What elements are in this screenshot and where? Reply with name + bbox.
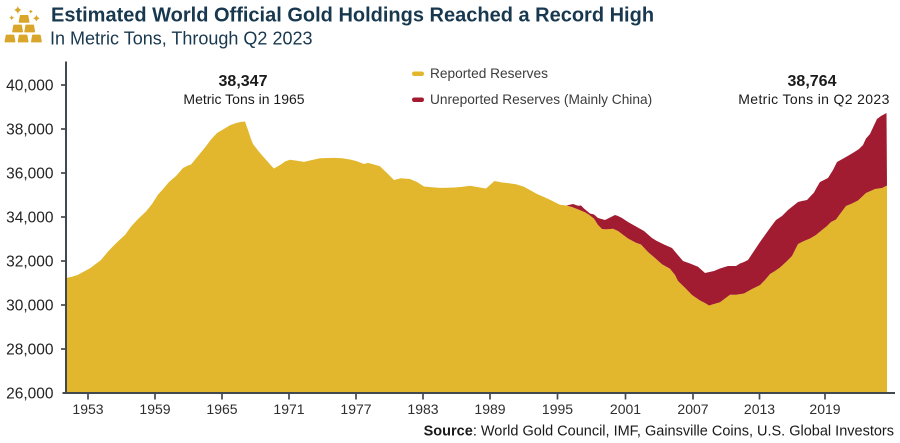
svg-text:1971: 1971 [273,401,304,417]
svg-text:In Metric Tons, Through Q2 202: In Metric Tons, Through Q2 2023 [50,29,313,49]
svg-text:Metric Tons in 1965: Metric Tons in 1965 [183,91,304,107]
svg-text:1977: 1977 [340,401,371,417]
svg-text:38,347: 38,347 [219,73,268,90]
svg-text:1983: 1983 [407,401,438,417]
svg-text:40,000: 40,000 [6,78,54,95]
svg-text:1959: 1959 [139,401,170,417]
svg-text:1965: 1965 [206,401,237,417]
svg-text:Unreported Reserves (Mainly Ch: Unreported Reserves (Mainly China) [430,92,652,107]
svg-text:36,000: 36,000 [6,166,54,183]
svg-text:34,000: 34,000 [6,210,54,227]
svg-text:26,000: 26,000 [6,386,54,403]
svg-text:1989: 1989 [474,401,505,417]
svg-text:32,000: 32,000 [6,254,54,271]
svg-text:1995: 1995 [542,401,573,417]
svg-text:38,764: 38,764 [788,73,837,90]
svg-text:30,000: 30,000 [6,298,54,315]
svg-text:28,000: 28,000 [6,342,54,359]
svg-text:Source: World Gold Council, IM: Source: World Gold Council, IMF, Gainsvi… [424,424,894,440]
svg-text:Estimated World Official Gold: Estimated World Official Gold Holdings R… [51,5,654,27]
svg-text:2019: 2019 [809,401,840,417]
svg-text:38,000: 38,000 [6,122,54,139]
svg-text:2013: 2013 [744,401,775,417]
svg-text:Metric Tons in Q2 2023: Metric Tons in Q2 2023 [738,91,889,107]
svg-text:2007: 2007 [677,401,708,417]
svg-text:1953: 1953 [72,401,103,417]
svg-text:Reported Reserves: Reported Reserves [430,66,548,81]
svg-text:2001: 2001 [610,401,641,417]
